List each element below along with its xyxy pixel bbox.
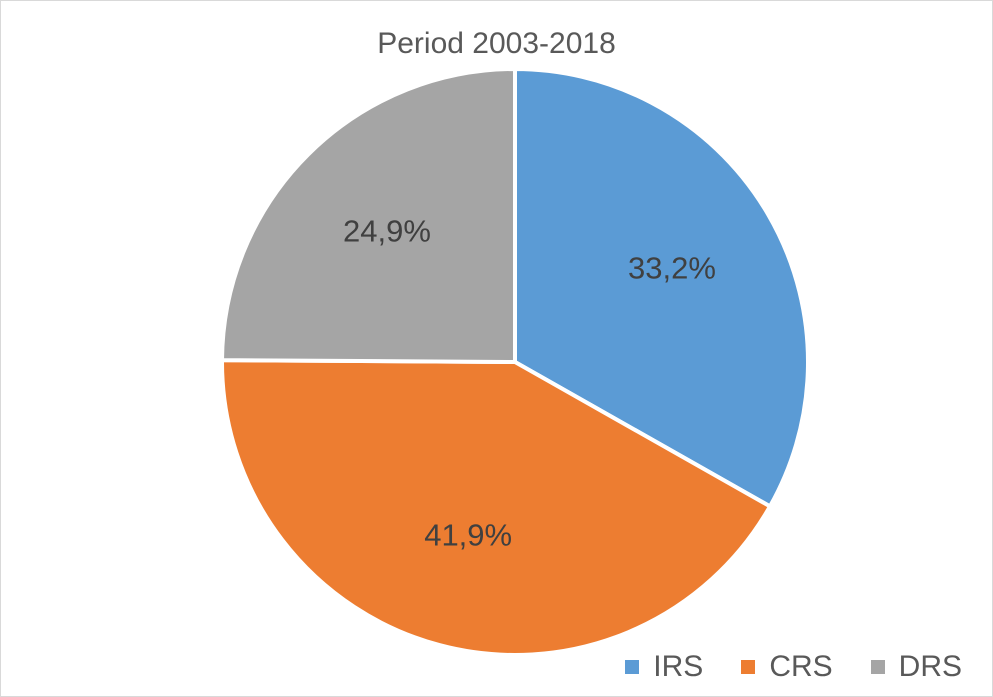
legend-swatch-irs — [625, 660, 640, 674]
legend-item-drs: DRS — [870, 650, 962, 684]
pie-slice-irs — [513, 66, 810, 510]
legend-label-irs: IRS — [653, 650, 704, 683]
data-label-irs: 33,2% — [628, 251, 716, 286]
legend-swatch-crs — [741, 660, 756, 674]
legend-label-drs: DRS — [898, 650, 962, 683]
data-label-drs: 24,9% — [343, 213, 431, 248]
legend-item-crs: CRS — [741, 650, 833, 684]
pie-slice-crs — [220, 358, 773, 657]
chart-title: Period 2003-2018 — [377, 27, 616, 60]
legend-label-crs: CRS — [769, 650, 833, 683]
pie-slice-drs — [219, 66, 517, 365]
data-label-crs: 41,9% — [424, 518, 512, 553]
legend-item-irs: IRS — [625, 650, 703, 684]
legend: IRS CRS DRS — [625, 650, 962, 684]
legend-swatch-drs — [870, 660, 885, 674]
